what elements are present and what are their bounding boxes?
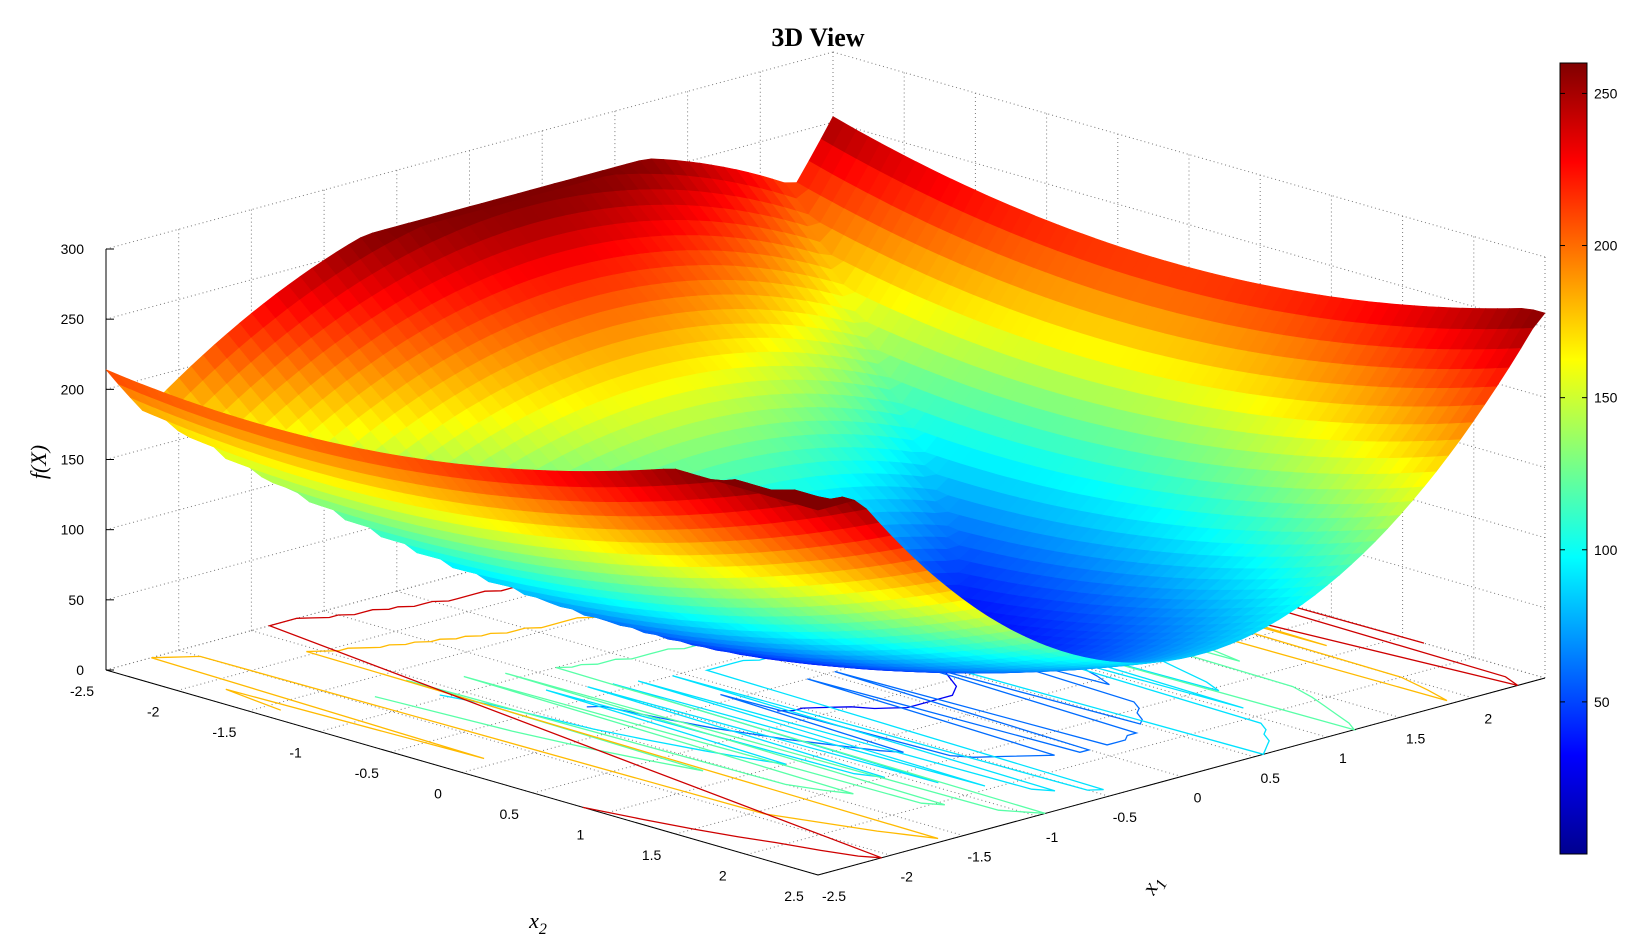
axes-box xyxy=(105,248,1546,876)
x1-tick-label: -0.5 xyxy=(1113,809,1137,825)
grid-line xyxy=(675,636,1403,835)
colorbar: 50 100 150 200 250 xyxy=(1559,62,1618,855)
colorbar-tick-label: 150 xyxy=(1594,390,1618,406)
colorbar-tick-label: 250 xyxy=(1594,85,1618,101)
x2-axis-label: x2 xyxy=(528,908,547,938)
z-tick-label: 300 xyxy=(61,241,85,257)
colorbar-gradient xyxy=(1559,62,1588,855)
z-tick-label: 0 xyxy=(76,662,84,678)
x2-tick-label: 2 xyxy=(719,868,727,884)
chart-title: 3D View xyxy=(771,23,864,52)
x2-axis-line xyxy=(105,669,819,876)
colorbar-tick-label: 100 xyxy=(1594,542,1618,558)
z-axis-label: f(X) xyxy=(26,445,51,479)
z-tick-label: 50 xyxy=(68,592,84,608)
x2-tick-label: -0.5 xyxy=(355,765,379,781)
x2-tick-label: 1 xyxy=(577,827,585,843)
x1-tick-label: 1.5 xyxy=(1406,730,1426,746)
z-tick-label: 200 xyxy=(61,381,85,397)
x2-tick-label: 2.5 xyxy=(784,888,804,904)
grid-line xyxy=(533,595,1261,794)
x2-tick-label: 1.5 xyxy=(642,847,662,863)
x1-tick-label: -1.5 xyxy=(967,849,991,865)
colorbar-tick-label: 50 xyxy=(1594,694,1610,710)
x2-tick-label: -1.5 xyxy=(212,724,236,740)
z-tick-label: 100 xyxy=(61,522,85,538)
x2-tick-label: 0.5 xyxy=(499,806,519,822)
grid-line xyxy=(461,575,1190,773)
tick-labels: 0 50 100 150 200 250 300 -2.5 -2 -1.5 -1 -0.5 0 0.5 1 1… xyxy=(61,241,1493,904)
surface-patch xyxy=(804,503,832,511)
z-tick-label: 150 xyxy=(61,452,85,468)
colorbar-ticks: 50 100 150 200 250 xyxy=(1560,85,1618,710)
x1-tick-label: 1 xyxy=(1339,750,1347,766)
surface-plot xyxy=(105,116,1546,674)
x2-tick-label: -2 xyxy=(147,704,160,720)
x1-tick-label: -2.5 xyxy=(822,888,846,904)
colorbar-tick-label: 200 xyxy=(1594,238,1618,254)
z-tick-label: 250 xyxy=(61,311,85,327)
x1-tick-label: -1 xyxy=(1046,829,1059,845)
x2-tick-label: -1 xyxy=(289,745,302,761)
x1-tick-label: 2 xyxy=(1484,711,1492,727)
grid-line xyxy=(604,616,1332,814)
x1-axis-line xyxy=(817,677,1546,876)
x1-axis-label: x1 xyxy=(1136,871,1171,902)
x2-tick-label: -2.5 xyxy=(70,683,94,699)
x2-tick-label: 0 xyxy=(434,786,442,802)
x1-tick-label: 0 xyxy=(1194,790,1202,806)
x1-tick-label: 0.5 xyxy=(1260,770,1280,786)
grid-line xyxy=(746,657,1474,855)
x1-tick-label: -2 xyxy=(900,868,913,884)
